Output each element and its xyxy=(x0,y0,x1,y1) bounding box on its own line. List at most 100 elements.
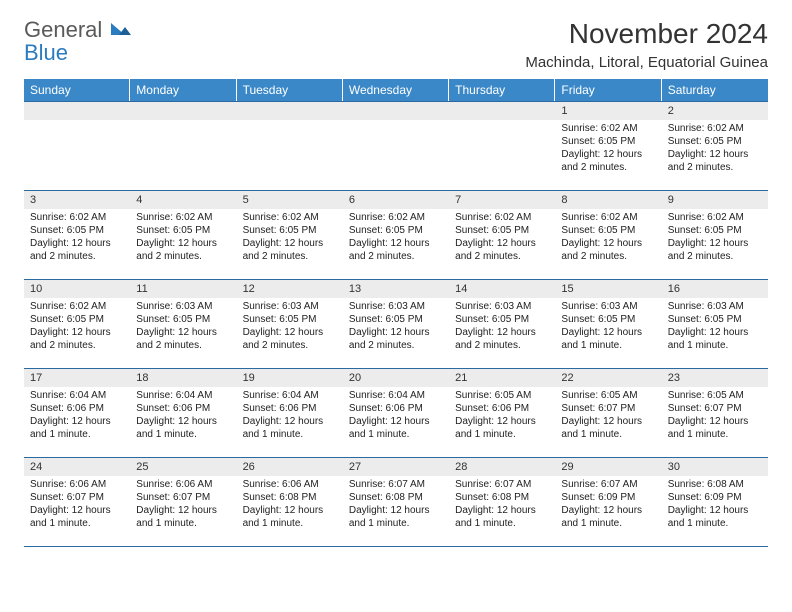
sunrise-line: Sunrise: 6:06 AM xyxy=(243,478,337,491)
sunset-line: Sunset: 6:08 PM xyxy=(243,491,337,504)
title-block: November 2024 Machinda, Litoral, Equator… xyxy=(525,18,768,71)
sunrise-line: Sunrise: 6:02 AM xyxy=(243,211,337,224)
sunrise-line: Sunrise: 6:04 AM xyxy=(136,389,230,402)
day-details: Sunrise: 6:04 AMSunset: 6:06 PMDaylight:… xyxy=(237,387,343,441)
day-number-strip: 7 xyxy=(449,191,555,209)
day-number-strip: 6 xyxy=(343,191,449,209)
sunset-line: Sunset: 6:05 PM xyxy=(561,224,655,237)
daylight-line: Daylight: 12 hours and 2 minutes. xyxy=(243,326,337,352)
day-number-strip: 17 xyxy=(24,369,130,387)
sunset-line: Sunset: 6:09 PM xyxy=(668,491,762,504)
daylight-line: Daylight: 12 hours and 1 minute. xyxy=(243,504,337,530)
week-row: 10Sunrise: 6:02 AMSunset: 6:05 PMDayligh… xyxy=(24,279,768,368)
day-number-strip xyxy=(24,102,130,120)
sunrise-line: Sunrise: 6:03 AM xyxy=(136,300,230,313)
sunrise-line: Sunrise: 6:02 AM xyxy=(30,211,124,224)
day-of-week-header: Thursday xyxy=(449,79,555,101)
sunset-line: Sunset: 6:05 PM xyxy=(455,313,549,326)
sunset-line: Sunset: 6:06 PM xyxy=(243,402,337,415)
daylight-line: Daylight: 12 hours and 1 minute. xyxy=(349,415,443,441)
daylight-line: Daylight: 12 hours and 2 minutes. xyxy=(349,326,443,352)
daylight-line: Daylight: 12 hours and 1 minute. xyxy=(30,504,124,530)
day-number-strip: 27 xyxy=(343,458,449,476)
day-details: Sunrise: 6:06 AMSunset: 6:07 PMDaylight:… xyxy=(130,476,236,530)
day-number-strip: 23 xyxy=(662,369,768,387)
daylight-line: Daylight: 12 hours and 2 minutes. xyxy=(561,237,655,263)
day-cell: 28Sunrise: 6:07 AMSunset: 6:08 PMDayligh… xyxy=(449,458,555,546)
day-number-strip: 15 xyxy=(555,280,661,298)
sunrise-line: Sunrise: 6:02 AM xyxy=(349,211,443,224)
day-number-strip: 19 xyxy=(237,369,343,387)
day-number-strip xyxy=(130,102,236,120)
day-cell: 24Sunrise: 6:06 AMSunset: 6:07 PMDayligh… xyxy=(24,458,130,546)
daylight-line: Daylight: 12 hours and 2 minutes. xyxy=(455,326,549,352)
daylight-line: Daylight: 12 hours and 2 minutes. xyxy=(668,237,762,263)
day-details: Sunrise: 6:02 AMSunset: 6:05 PMDaylight:… xyxy=(237,209,343,263)
sunset-line: Sunset: 6:07 PM xyxy=(30,491,124,504)
daylight-line: Daylight: 12 hours and 1 minute. xyxy=(349,504,443,530)
day-number-strip xyxy=(237,102,343,120)
empty-cell xyxy=(237,102,343,190)
week-row: 3Sunrise: 6:02 AMSunset: 6:05 PMDaylight… xyxy=(24,190,768,279)
sunset-line: Sunset: 6:08 PM xyxy=(349,491,443,504)
sunset-line: Sunset: 6:05 PM xyxy=(349,313,443,326)
logo-text: General Blue xyxy=(24,18,133,64)
day-cell: 25Sunrise: 6:06 AMSunset: 6:07 PMDayligh… xyxy=(130,458,236,546)
day-details: Sunrise: 6:02 AMSunset: 6:05 PMDaylight:… xyxy=(555,120,661,174)
sunrise-line: Sunrise: 6:02 AM xyxy=(30,300,124,313)
day-number-strip: 3 xyxy=(24,191,130,209)
day-details: Sunrise: 6:03 AMSunset: 6:05 PMDaylight:… xyxy=(343,298,449,352)
day-details: Sunrise: 6:03 AMSunset: 6:05 PMDaylight:… xyxy=(237,298,343,352)
logo: General Blue xyxy=(24,18,133,64)
day-number-strip: 21 xyxy=(449,369,555,387)
sunset-line: Sunset: 6:06 PM xyxy=(136,402,230,415)
day-number-strip: 29 xyxy=(555,458,661,476)
sunset-line: Sunset: 6:06 PM xyxy=(455,402,549,415)
header-row: General Blue November 2024 Machinda, Lit… xyxy=(24,18,768,71)
day-of-week-header: Tuesday xyxy=(237,79,343,101)
day-of-week-header-row: SundayMondayTuesdayWednesdayThursdayFrid… xyxy=(24,79,768,101)
daylight-line: Daylight: 12 hours and 2 minutes. xyxy=(349,237,443,263)
daylight-line: Daylight: 12 hours and 2 minutes. xyxy=(30,326,124,352)
day-number-strip: 2 xyxy=(662,102,768,120)
day-cell: 8Sunrise: 6:02 AMSunset: 6:05 PMDaylight… xyxy=(555,191,661,279)
day-details: Sunrise: 6:03 AMSunset: 6:05 PMDaylight:… xyxy=(555,298,661,352)
sunset-line: Sunset: 6:07 PM xyxy=(136,491,230,504)
day-number-strip xyxy=(449,102,555,120)
day-details: Sunrise: 6:06 AMSunset: 6:08 PMDaylight:… xyxy=(237,476,343,530)
day-cell: 22Sunrise: 6:05 AMSunset: 6:07 PMDayligh… xyxy=(555,369,661,457)
empty-cell xyxy=(130,102,236,190)
sunrise-line: Sunrise: 6:02 AM xyxy=(561,211,655,224)
day-number-strip: 20 xyxy=(343,369,449,387)
day-cell: 12Sunrise: 6:03 AMSunset: 6:05 PMDayligh… xyxy=(237,280,343,368)
location-line: Machinda, Litoral, Equatorial Guinea xyxy=(525,54,768,71)
day-cell: 14Sunrise: 6:03 AMSunset: 6:05 PMDayligh… xyxy=(449,280,555,368)
day-details: Sunrise: 6:05 AMSunset: 6:06 PMDaylight:… xyxy=(449,387,555,441)
day-cell: 17Sunrise: 6:04 AMSunset: 6:06 PMDayligh… xyxy=(24,369,130,457)
sunrise-line: Sunrise: 6:08 AM xyxy=(668,478,762,491)
sunset-line: Sunset: 6:05 PM xyxy=(561,313,655,326)
day-number-strip: 11 xyxy=(130,280,236,298)
sunset-line: Sunset: 6:05 PM xyxy=(349,224,443,237)
day-number-strip: 13 xyxy=(343,280,449,298)
day-details: Sunrise: 6:02 AMSunset: 6:05 PMDaylight:… xyxy=(130,209,236,263)
day-details: Sunrise: 6:05 AMSunset: 6:07 PMDaylight:… xyxy=(662,387,768,441)
empty-cell xyxy=(343,102,449,190)
day-number-strip: 25 xyxy=(130,458,236,476)
sunset-line: Sunset: 6:06 PM xyxy=(349,402,443,415)
day-cell: 2Sunrise: 6:02 AMSunset: 6:05 PMDaylight… xyxy=(662,102,768,190)
empty-cell xyxy=(24,102,130,190)
week-row: 24Sunrise: 6:06 AMSunset: 6:07 PMDayligh… xyxy=(24,457,768,546)
sunrise-line: Sunrise: 6:06 AM xyxy=(30,478,124,491)
sunrise-line: Sunrise: 6:03 AM xyxy=(561,300,655,313)
daylight-line: Daylight: 12 hours and 1 minute. xyxy=(136,504,230,530)
sunset-line: Sunset: 6:07 PM xyxy=(668,402,762,415)
empty-cell xyxy=(449,102,555,190)
logo-triangle-icon xyxy=(111,21,133,37)
day-details: Sunrise: 6:08 AMSunset: 6:09 PMDaylight:… xyxy=(662,476,768,530)
day-cell: 11Sunrise: 6:03 AMSunset: 6:05 PMDayligh… xyxy=(130,280,236,368)
day-number-strip: 22 xyxy=(555,369,661,387)
day-cell: 10Sunrise: 6:02 AMSunset: 6:05 PMDayligh… xyxy=(24,280,130,368)
day-details: Sunrise: 6:02 AMSunset: 6:05 PMDaylight:… xyxy=(662,209,768,263)
sunset-line: Sunset: 6:05 PM xyxy=(243,224,337,237)
